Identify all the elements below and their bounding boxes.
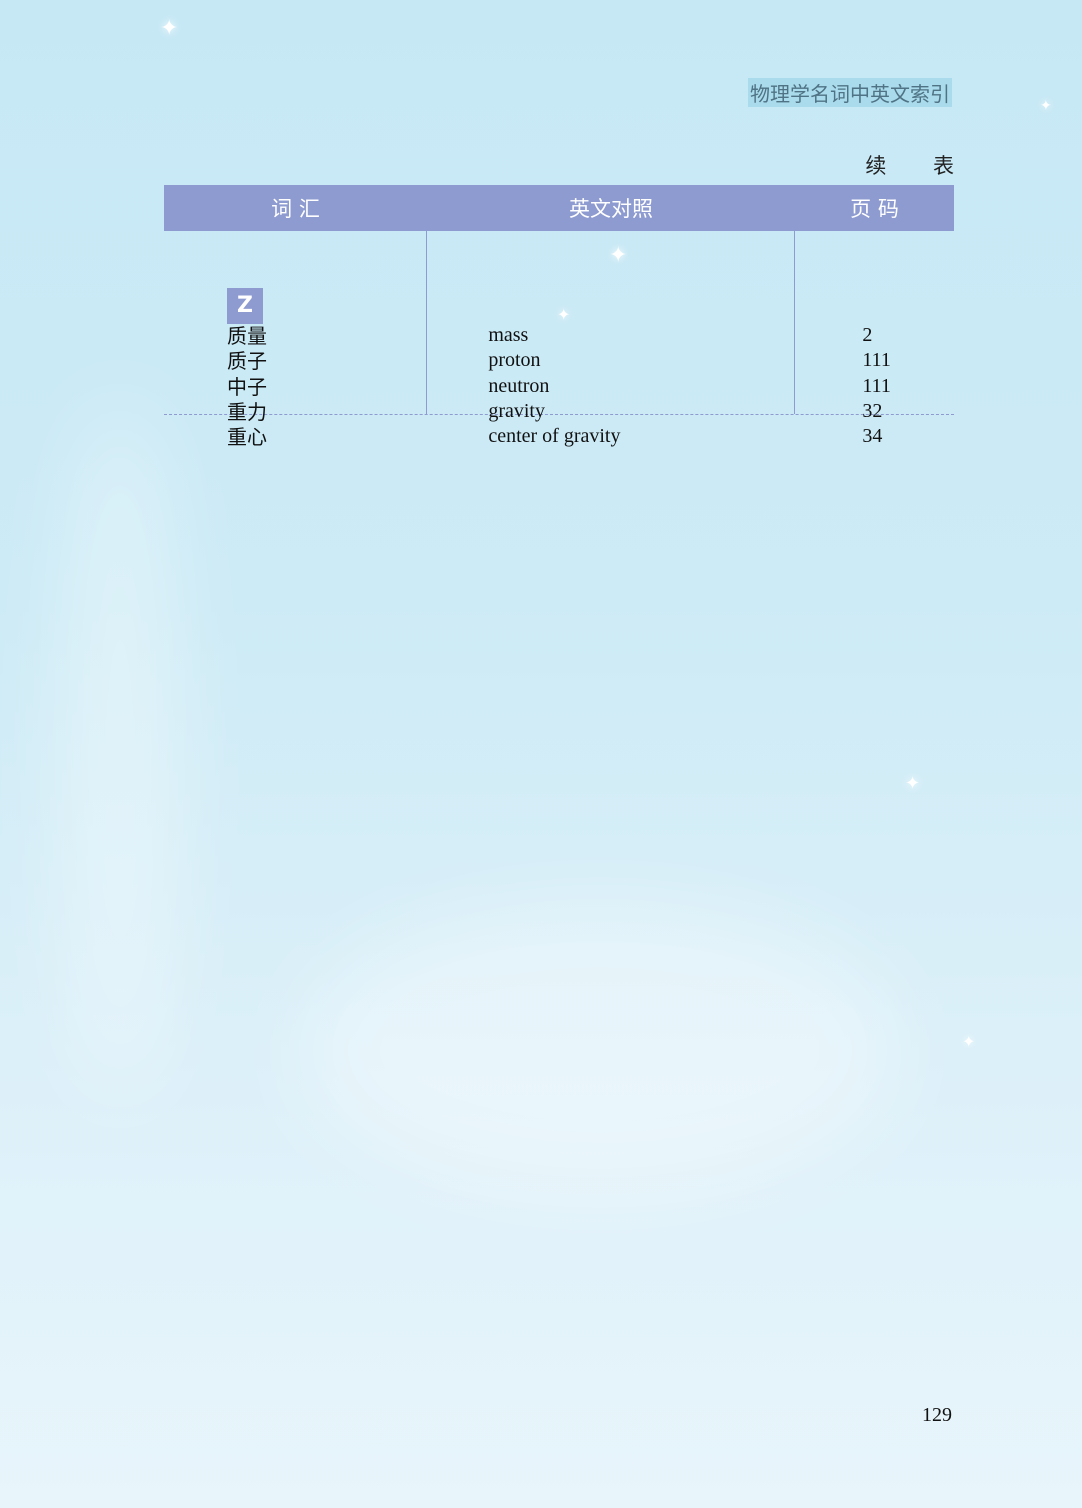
page-column: 2 111 111 32 34 — [795, 231, 954, 447]
background-glow — [300, 900, 900, 1200]
term-cell: 重心 — [227, 427, 267, 450]
sparkle-icon: ✦ — [160, 16, 179, 41]
page-cell: 111 — [862, 374, 891, 397]
header-english: 英文对照 — [569, 197, 653, 221]
table-header: 词 汇 英文对照 页 码 — [164, 185, 954, 231]
english-cell: mass — [488, 324, 529, 346]
english-cell: gravity — [488, 399, 545, 422]
english-cell: neutron — [488, 374, 550, 397]
term-cell: 质量 — [227, 326, 267, 348]
section-letter-badge: Z — [227, 288, 263, 324]
page-number: 129 — [922, 1404, 952, 1426]
english-column: mass proton neutron gravity center of gr… — [426, 231, 796, 447]
term-cell: 质子 — [227, 351, 267, 374]
header-page: 页 码 — [850, 197, 899, 221]
index-table: 词 汇 英文对照 页 码 Z 质量 质子 中子 重力 重心 mass proto… — [164, 185, 954, 449]
page-cell: 34 — [862, 425, 883, 448]
sparkle-icon: ✦ — [905, 773, 921, 794]
sparkle-icon: ✦ — [609, 243, 628, 268]
page-cell: 32 — [862, 399, 883, 422]
english-cell: proton — [488, 349, 541, 372]
continued-label: 续 表 — [865, 154, 974, 178]
page-cell: 111 — [862, 349, 891, 372]
running-header: 物理学名词中英文索引 — [748, 78, 952, 107]
sparkle-icon: ✦ — [557, 305, 571, 324]
sparkle-icon: ✦ — [962, 1032, 976, 1051]
table-body: Z 质量 质子 中子 重力 重心 mass proton neutron gra… — [164, 231, 954, 449]
term-cell: 中子 — [227, 376, 267, 399]
term-column: Z 质量 质子 中子 重力 重心 — [164, 231, 426, 449]
english-cell: center of gravity — [488, 425, 621, 448]
background-glow — [60, 400, 180, 1100]
sparkle-icon: ✦ — [1040, 98, 1052, 114]
header-term: 词 汇 — [271, 197, 320, 221]
page-cell: 2 — [862, 324, 873, 346]
term-cell: 重力 — [227, 401, 267, 424]
